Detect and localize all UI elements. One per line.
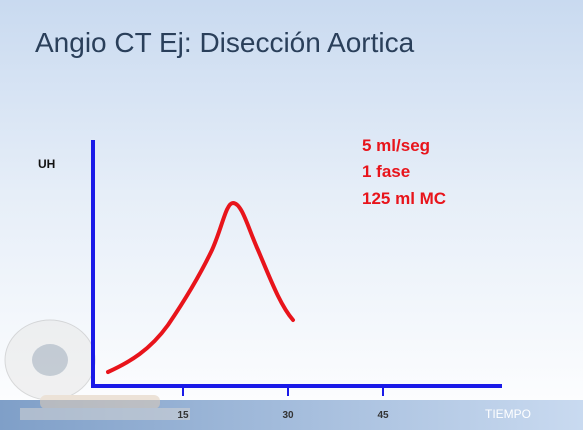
x-tick-label: 15 bbox=[177, 410, 189, 421]
x-axis-label: TIEMPO bbox=[485, 407, 531, 421]
annotation: 1 fase bbox=[362, 162, 410, 181]
annotation: 125 ml MC bbox=[362, 189, 446, 208]
slide: Angio CT Ej: Disección Aortica 15 30 45 … bbox=[0, 0, 583, 430]
x-tick-label: 30 bbox=[282, 410, 294, 421]
y-axis-label: UH bbox=[38, 157, 55, 171]
slide-title: Angio CT Ej: Disección Aortica bbox=[35, 27, 415, 58]
annotation: 5 ml/seg bbox=[362, 136, 430, 155]
x-tick-label: 45 bbox=[377, 410, 389, 421]
